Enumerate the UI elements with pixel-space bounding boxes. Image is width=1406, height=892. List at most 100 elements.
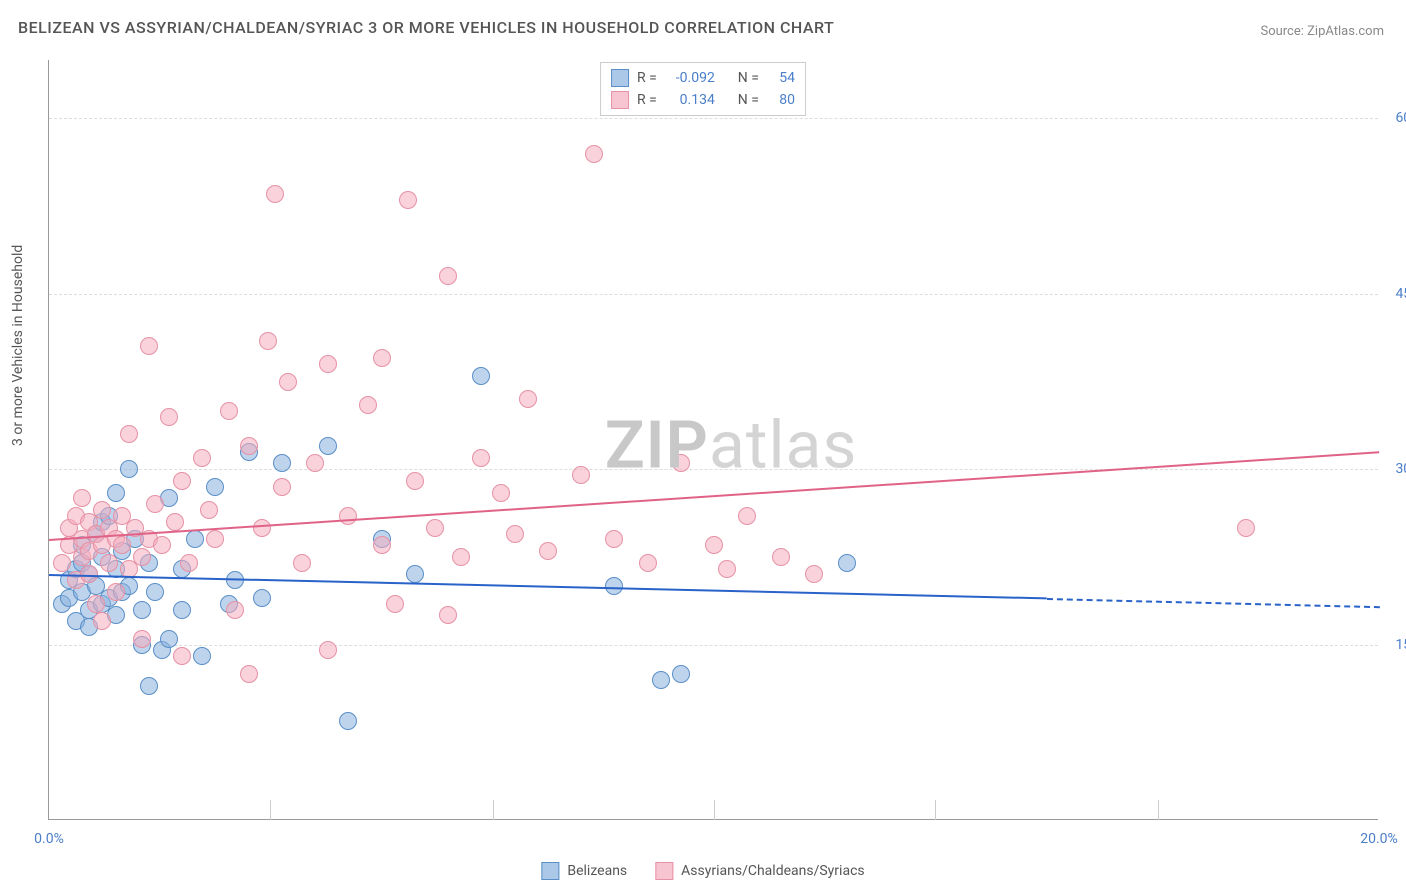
scatter-point [253, 589, 271, 607]
trend-line [49, 574, 1047, 599]
scatter-point [519, 390, 537, 408]
y-axis-label: 3 or more Vehicles in Household [10, 245, 26, 446]
scatter-point [206, 530, 224, 548]
scatter-point [73, 489, 91, 507]
scatter-point [146, 583, 164, 601]
scatter-point [146, 495, 164, 513]
scatter-point [306, 454, 324, 472]
scatter-point [359, 396, 377, 414]
y-tick-label: 45.0% [1395, 286, 1406, 302]
plot-area: 15.0%30.0%45.0%60.0%0.0%20.0% [48, 60, 1378, 820]
n-label: N = [738, 89, 759, 111]
scatter-point [373, 536, 391, 554]
scatter-point [93, 501, 111, 519]
scatter-point [253, 519, 271, 537]
scatter-point [206, 478, 224, 496]
n-value: 54 [767, 67, 795, 89]
x-minor-tick [493, 800, 494, 820]
legend-item: Belizeans [541, 862, 627, 880]
scatter-point [386, 595, 404, 613]
scatter-point [1237, 519, 1255, 537]
correlation-row: R =0.134 N =80 [611, 89, 795, 111]
scatter-point [406, 565, 424, 583]
grid-line-h [49, 645, 1378, 646]
scatter-point [705, 536, 723, 554]
scatter-point [492, 484, 510, 502]
scatter-point [53, 554, 71, 572]
scatter-point [439, 606, 457, 624]
chart-title: BELIZEAN VS ASSYRIAN/CHALDEAN/SYRIAC 3 O… [18, 18, 834, 37]
correlation-legend: R =-0.092 N =54R =0.134 N =80 [600, 62, 806, 116]
grid-line-h [49, 294, 1378, 295]
scatter-point [107, 583, 125, 601]
scatter-point [120, 425, 138, 443]
scatter-point [506, 525, 524, 543]
scatter-point [200, 501, 218, 519]
scatter-point [266, 185, 284, 203]
scatter-point [539, 542, 557, 560]
scatter-point [226, 601, 244, 619]
scatter-point [173, 601, 191, 619]
x-minor-tick [270, 800, 271, 820]
x-minor-tick [1158, 800, 1159, 820]
scatter-point [87, 595, 105, 613]
scatter-point [672, 665, 690, 683]
series-legend: Belizeans Assyrians/Chaldeans/Syriacs [541, 862, 864, 880]
scatter-point [652, 671, 670, 689]
scatter-point [160, 408, 178, 426]
scatter-point [472, 449, 490, 467]
scatter-point [738, 507, 756, 525]
x-minor-tick [935, 800, 936, 820]
scatter-point [133, 601, 151, 619]
scatter-point [120, 460, 138, 478]
scatter-point [186, 530, 204, 548]
n-label: N = [738, 67, 759, 89]
scatter-point [173, 647, 191, 665]
legend-swatch [655, 862, 673, 880]
scatter-point [180, 554, 198, 572]
scatter-point [319, 355, 337, 373]
scatter-point [639, 554, 657, 572]
r-label: R = [637, 89, 657, 111]
scatter-point [406, 472, 424, 490]
y-tick-label: 15.0% [1395, 637, 1406, 653]
scatter-point [585, 145, 603, 163]
trend-line [1046, 598, 1379, 608]
scatter-point [293, 554, 311, 572]
scatter-point [273, 478, 291, 496]
scatter-point [113, 536, 131, 554]
scatter-point [107, 484, 125, 502]
scatter-point [160, 630, 178, 648]
legend-label: Belizeans [567, 863, 627, 879]
scatter-point [672, 454, 690, 472]
n-value: 80 [767, 89, 795, 111]
scatter-point [399, 191, 417, 209]
scatter-point [838, 554, 856, 572]
scatter-point [373, 349, 391, 367]
scatter-point [339, 507, 357, 525]
scatter-point [133, 630, 151, 648]
grid-line-h [49, 118, 1378, 119]
source-label: Source: ZipAtlas.com [1260, 24, 1384, 39]
scatter-point [220, 402, 238, 420]
r-label: R = [637, 67, 657, 89]
scatter-point [173, 472, 191, 490]
x-minor-tick [714, 800, 715, 820]
scatter-point [153, 536, 171, 554]
scatter-point [193, 449, 211, 467]
legend-swatch [611, 69, 629, 87]
scatter-point [279, 373, 297, 391]
scatter-point [718, 560, 736, 578]
scatter-point [472, 367, 490, 385]
y-tick-label: 30.0% [1395, 461, 1406, 477]
legend-item: Assyrians/Chaldeans/Syriacs [655, 862, 864, 880]
y-tick-label: 60.0% [1395, 110, 1406, 126]
scatter-point [319, 641, 337, 659]
scatter-point [319, 437, 337, 455]
scatter-point [100, 554, 118, 572]
scatter-point [339, 712, 357, 730]
scatter-point [572, 466, 590, 484]
scatter-point [426, 519, 444, 537]
legend-label: Assyrians/Chaldeans/Syriacs [681, 863, 864, 879]
scatter-point [259, 332, 277, 350]
